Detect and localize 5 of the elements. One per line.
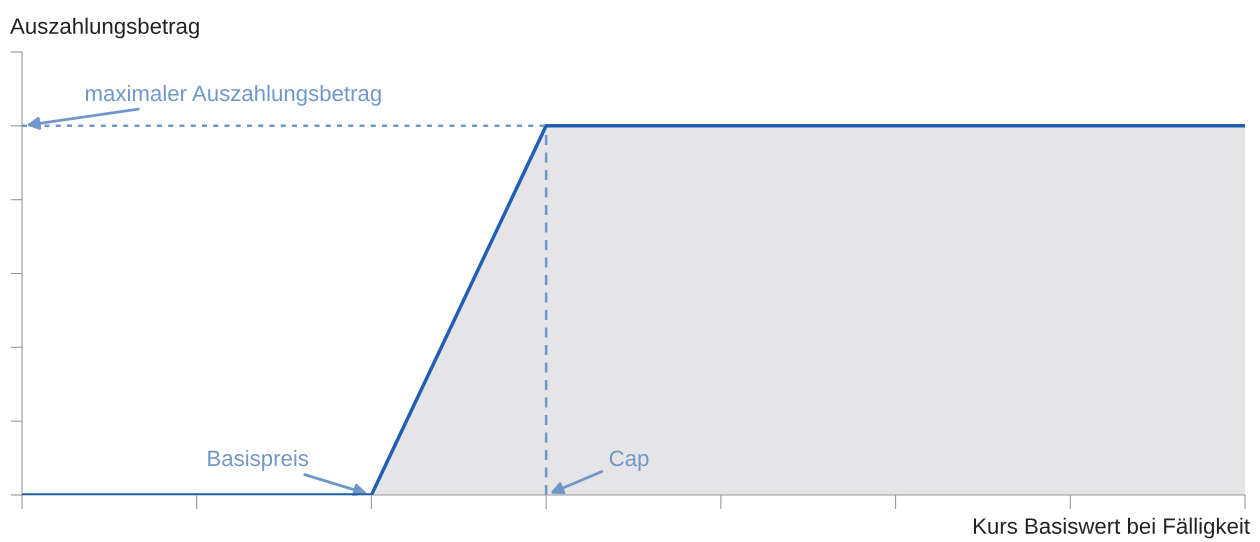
annotation: Cap bbox=[609, 450, 649, 471]
annotation: Basispreis bbox=[208, 449, 309, 471]
y-axis-title: Auszahlungsbetrag bbox=[10, 17, 199, 39]
ref-line-label: maximaler Auszahlungsbetrag bbox=[85, 84, 381, 106]
x-axis-title: Kurs Basiswert bei Fälligkeit bbox=[973, 517, 1250, 539]
